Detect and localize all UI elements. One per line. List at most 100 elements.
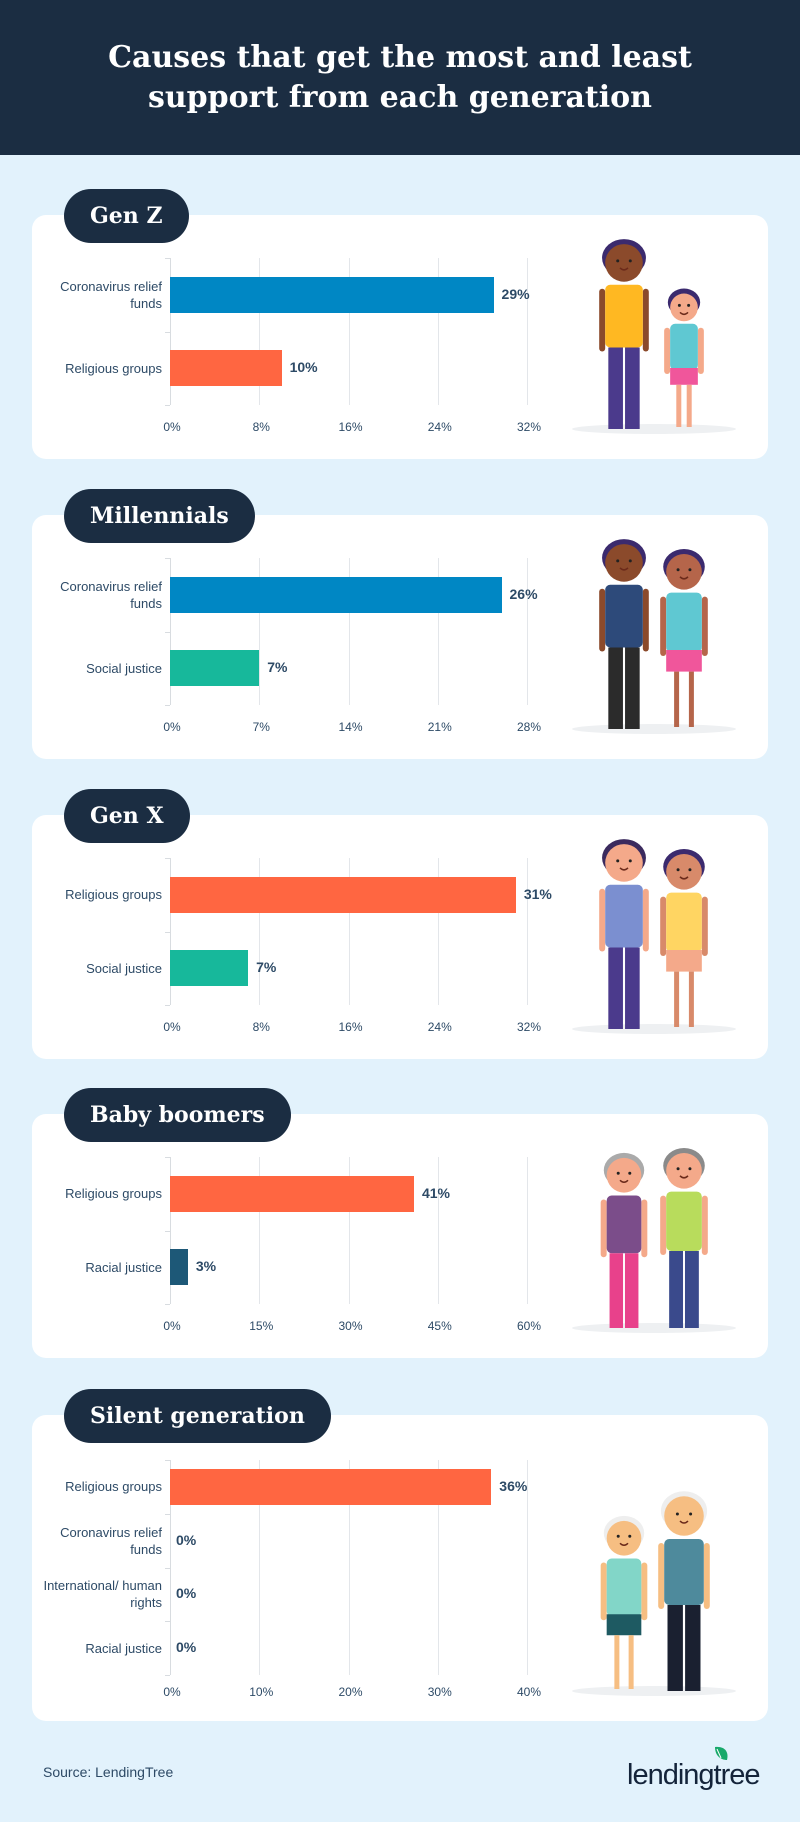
x-tick-label: 0% [163, 420, 181, 434]
y-tick-mark [165, 1230, 170, 1232]
x-tick-label: 24% [427, 420, 452, 434]
y-tick-mark [165, 258, 170, 259]
value-label: 29% [501, 285, 530, 302]
x-tick-label: 20% [338, 1685, 363, 1699]
bar [170, 950, 249, 987]
gridline [348, 1157, 350, 1304]
y-tick-mark [165, 1304, 170, 1305]
value-label: 3% [195, 1258, 217, 1275]
gridline [348, 858, 350, 1005]
value-label: 41% [421, 1184, 450, 1201]
value-label: 0% [176, 1585, 197, 1602]
x-tick-label: 10% [249, 1685, 274, 1699]
people-icon [572, 539, 736, 734]
x-tick-label: 0% [163, 720, 181, 734]
x-tick-label: 30% [338, 1319, 363, 1333]
people-illustration [554, 235, 754, 449]
gridline [348, 558, 350, 705]
y-tick-mark [165, 931, 170, 933]
category-label: Religious groups [65, 1479, 162, 1495]
value-label: 7% [267, 659, 288, 676]
gridline [527, 558, 528, 705]
y-tick-mark [165, 631, 170, 633]
gridline [259, 558, 261, 705]
people-illustration [554, 835, 754, 1049]
people-icon [572, 839, 736, 1034]
bar [170, 350, 282, 387]
chart-card: Baby boomers 0% 15% 30% 45% 60% Religious grou… [32, 1088, 768, 1358]
generation-label: Baby boomers [64, 1088, 291, 1142]
x-tick-label: 16% [338, 1020, 363, 1034]
generation-label: Gen Z [64, 189, 189, 243]
y-axis-line [170, 558, 171, 705]
gridline [259, 258, 261, 405]
x-tick-label: 15% [249, 1319, 274, 1333]
source-note: Source: LendingTree [43, 1764, 174, 1780]
x-tick-label: 0% [163, 1319, 181, 1333]
y-axis-line [170, 258, 171, 405]
value-label: 0% [176, 1639, 197, 1656]
category-label: Religious groups [65, 360, 162, 376]
bar [170, 276, 494, 313]
category-label: Social justice [86, 960, 162, 976]
gridline [437, 1460, 439, 1675]
gridline [527, 858, 528, 1005]
gridline [259, 1460, 261, 1675]
bar [170, 650, 260, 687]
y-tick-mark [165, 1460, 170, 1461]
lendingtree-logo: lendingtree [627, 1746, 761, 1791]
category-label: Religious groups [65, 1186, 162, 1202]
category-label: Religious groups [65, 887, 162, 903]
gridline [437, 858, 439, 1005]
people-illustration [554, 535, 754, 749]
bar [170, 876, 516, 913]
x-tick-label: 45% [427, 1319, 452, 1333]
category-label: Racial justice [85, 1259, 162, 1275]
people-icon [572, 239, 736, 434]
generation-label: Millennials [64, 489, 255, 543]
gridline [259, 1157, 261, 1304]
y-tick-mark [165, 1621, 170, 1623]
page-title: Causes that get the most and least suppo… [108, 39, 692, 115]
y-axis-line [170, 858, 171, 1005]
category-label: Coronavirus relief funds [60, 278, 162, 311]
y-tick-mark [165, 1567, 170, 1569]
gridline [527, 1460, 528, 1675]
value-label: 26% [509, 585, 538, 602]
value-label: 31% [523, 885, 552, 902]
x-tick-label: 21% [427, 720, 452, 734]
gridline [437, 558, 439, 705]
x-tick-label: 16% [338, 420, 363, 434]
x-tick-label: 40% [516, 1685, 542, 1699]
y-tick-mark [165, 705, 170, 706]
chart-card: Millennials 0% 7% 14% 21% 28% Coronavirus reli… [32, 489, 768, 759]
x-tick-label: 32% [516, 420, 542, 434]
x-tick-label: 30% [427, 1685, 452, 1699]
bar [170, 1468, 492, 1505]
gridline [437, 1157, 439, 1304]
category-label: Coronavirus relief funds [60, 1524, 162, 1557]
x-tick-label: 28% [516, 720, 542, 734]
generation-label: Silent generation [64, 1389, 331, 1443]
y-tick-mark [165, 1675, 170, 1676]
gridline [527, 258, 528, 405]
y-axis-line [170, 1460, 171, 1675]
svg-text:lendingtree: lendingtree [627, 1759, 760, 1791]
x-tick-label: 0% [163, 1685, 181, 1699]
y-tick-mark [165, 405, 170, 406]
x-tick-label: 60% [516, 1319, 542, 1333]
y-tick-mark [165, 1513, 170, 1515]
people-icon [572, 1491, 736, 1696]
chart-card: Silent generation 0% 10% 20% 30% 40% Religious… [32, 1389, 768, 1721]
header: Causes that get the most and least suppo… [0, 0, 800, 155]
chart-card: Gen Z 0% 8% 16% 24% 32% Coronavirus relief fun… [32, 189, 768, 459]
value-label: 10% [289, 359, 318, 376]
category-label: Social justice [86, 660, 162, 676]
category-label: Racial justice [85, 1640, 162, 1656]
gridline [259, 858, 261, 1005]
x-tick-label: 7% [252, 720, 270, 734]
gridline [437, 258, 439, 405]
people-illustration [554, 1134, 754, 1348]
chart-card: Gen X 0% 8% 16% 24% 32% Religious groups 31% Soc… [32, 789, 768, 1059]
bar [170, 1249, 188, 1286]
